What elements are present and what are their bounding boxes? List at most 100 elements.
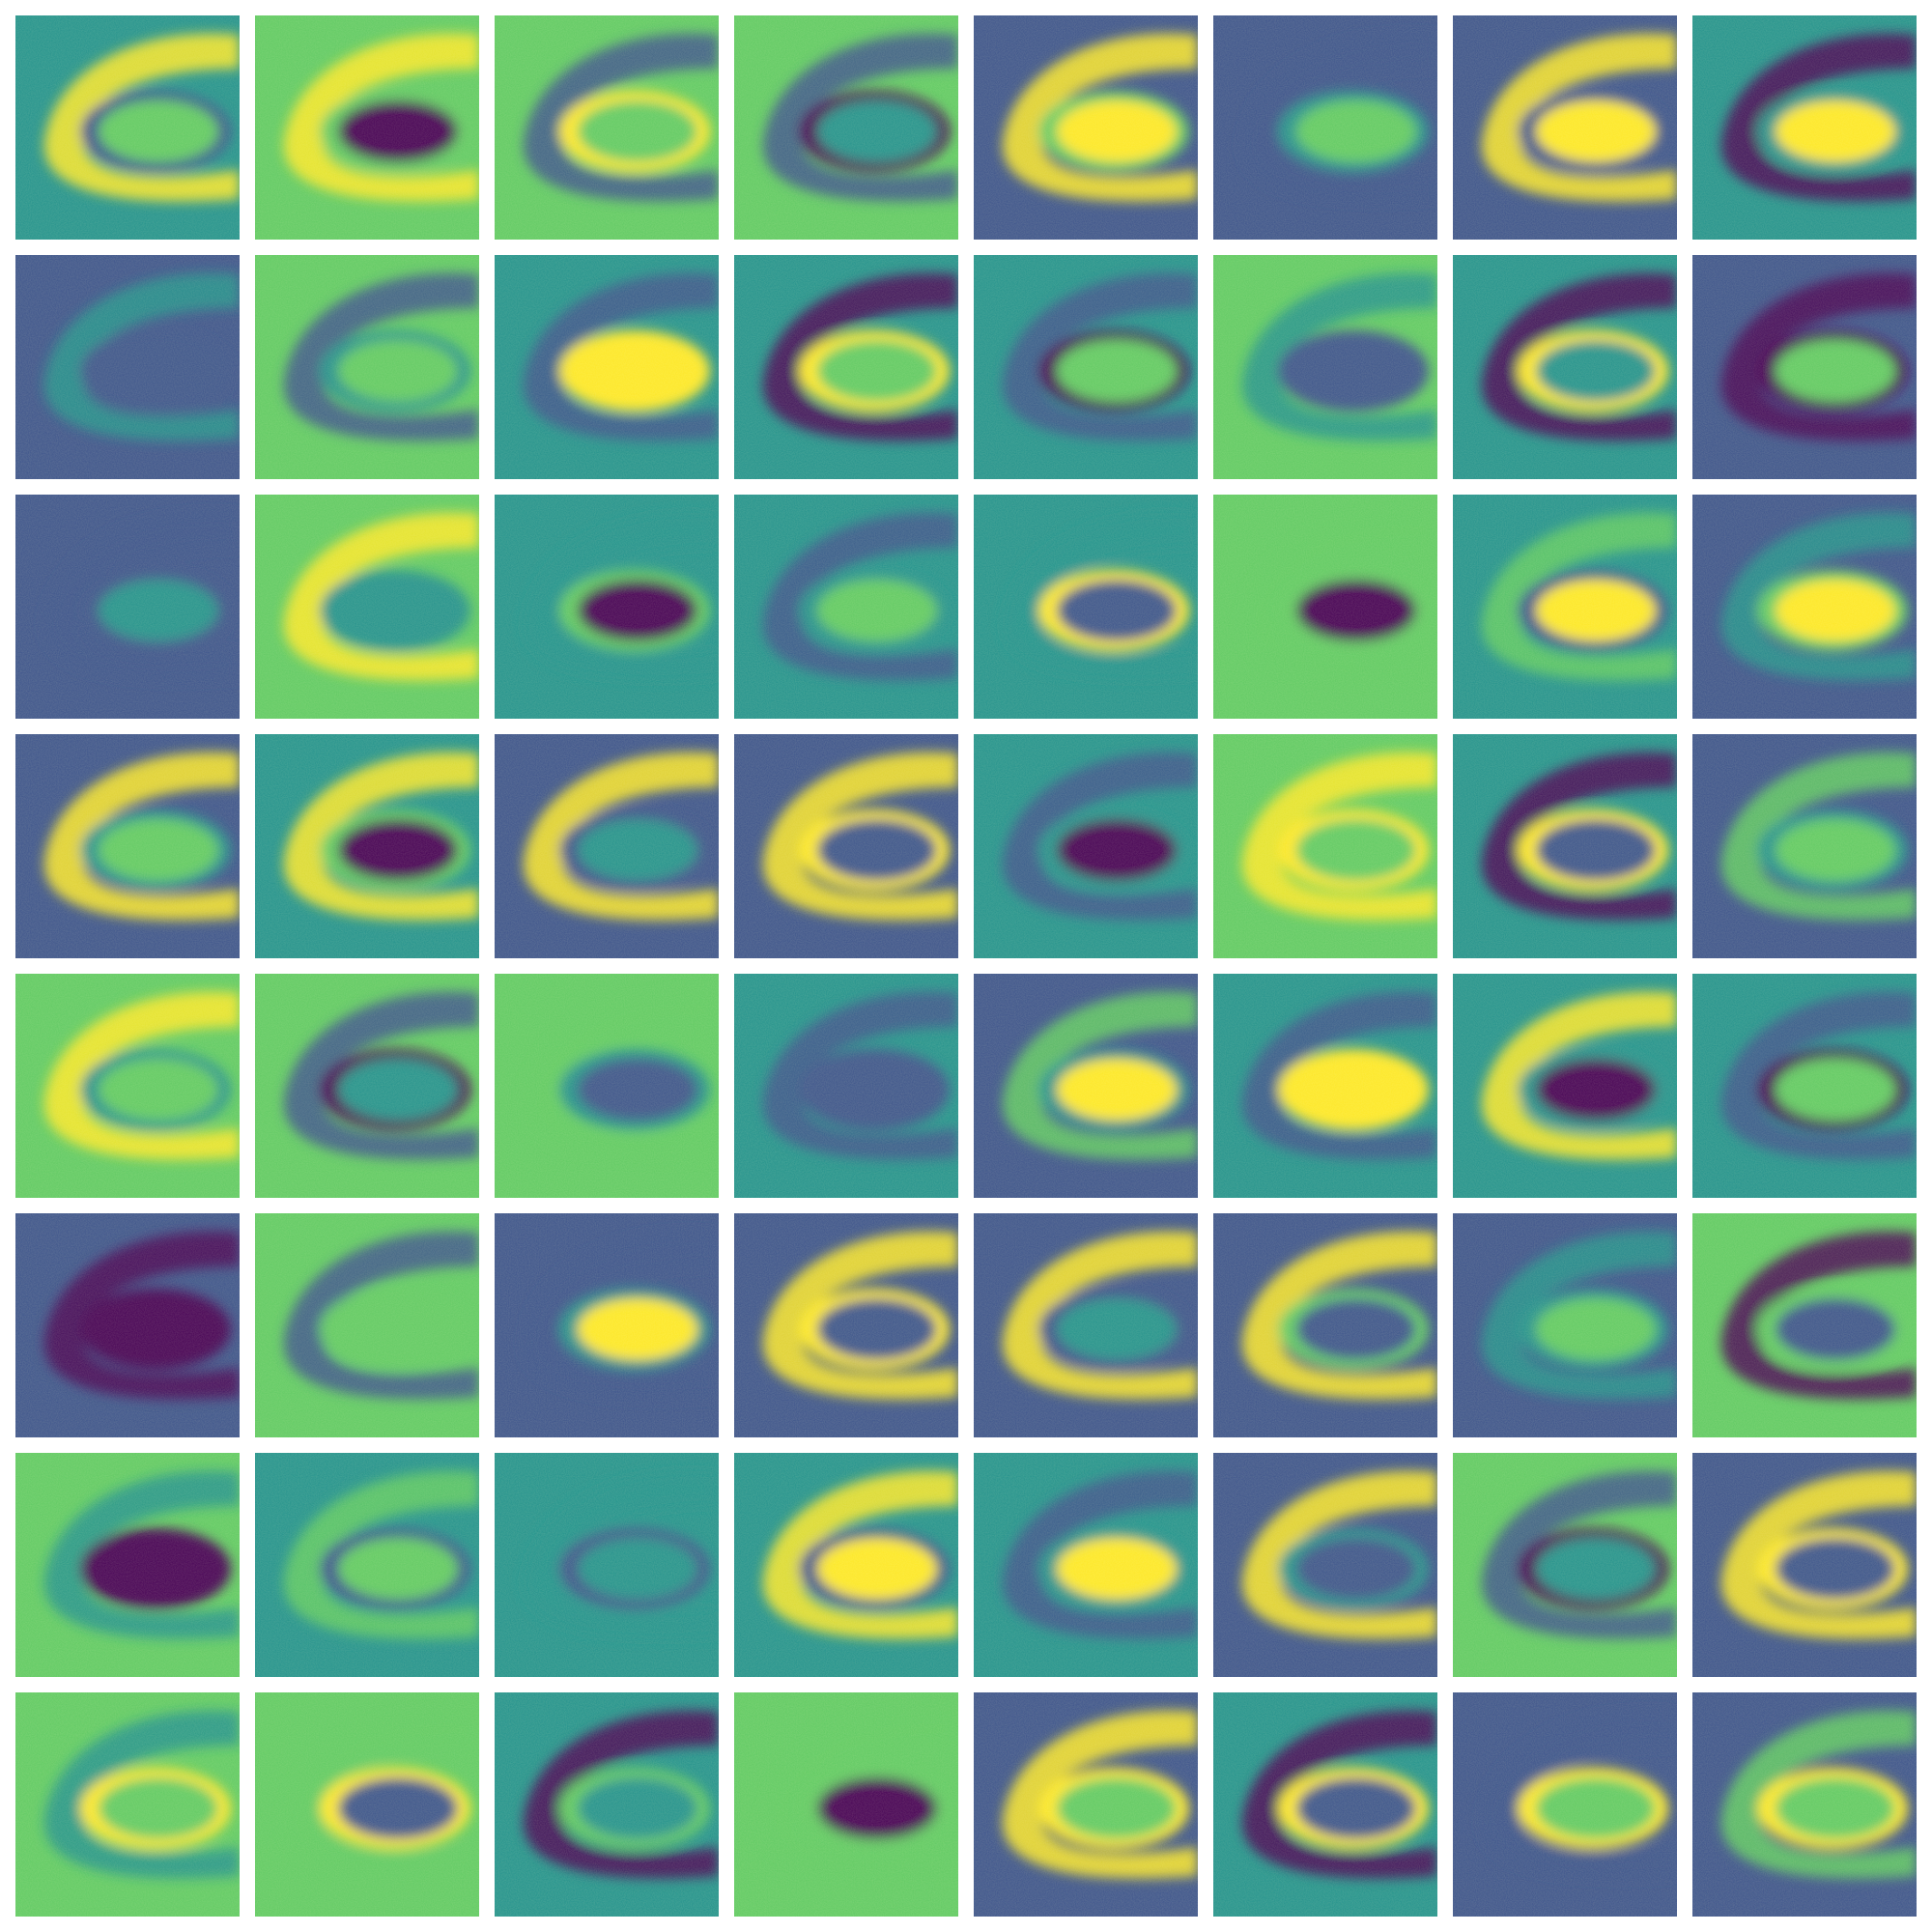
feature-map-tile bbox=[974, 1453, 1198, 1677]
feature-map-image bbox=[255, 1692, 479, 1917]
feature-map-tile bbox=[1453, 1453, 1677, 1677]
feature-map-tile bbox=[734, 734, 958, 958]
feature-map-tile bbox=[1213, 1453, 1437, 1677]
feature-map-tile bbox=[1692, 1453, 1917, 1677]
feature-map-tile bbox=[1213, 1213, 1437, 1437]
feature-map-tile bbox=[15, 1692, 240, 1917]
feature-map-image bbox=[974, 255, 1198, 479]
feature-map-tile bbox=[15, 495, 240, 719]
feature-map-image bbox=[255, 734, 479, 958]
feature-map-image bbox=[15, 255, 240, 479]
feature-map-tile bbox=[255, 1213, 479, 1437]
feature-map-tile bbox=[1213, 1692, 1437, 1917]
feature-map-image bbox=[974, 1692, 1198, 1917]
feature-map-image bbox=[1213, 1692, 1437, 1917]
feature-map-image bbox=[1453, 1453, 1677, 1677]
feature-map-image bbox=[1692, 495, 1917, 719]
feature-map-image bbox=[1692, 1213, 1917, 1437]
feature-map-tile bbox=[734, 495, 958, 719]
feature-map-tile bbox=[255, 1453, 479, 1677]
feature-map-image bbox=[1213, 495, 1437, 719]
feature-map-tile bbox=[15, 255, 240, 479]
feature-map-tile bbox=[1453, 1692, 1677, 1917]
feature-map-image bbox=[495, 1453, 719, 1677]
feature-map-image bbox=[15, 734, 240, 958]
feature-map-tile bbox=[1213, 15, 1437, 240]
feature-map-image bbox=[734, 495, 958, 719]
feature-map-tile bbox=[255, 1692, 479, 1917]
feature-map-image bbox=[974, 734, 1198, 958]
feature-map-image bbox=[495, 1213, 719, 1437]
feature-map-image bbox=[1213, 734, 1437, 958]
feature-map-tile bbox=[974, 974, 1198, 1198]
feature-map-tile bbox=[495, 974, 719, 1198]
feature-map-tile bbox=[1213, 734, 1437, 958]
feature-map-image bbox=[255, 15, 479, 240]
feature-map-tile bbox=[1692, 734, 1917, 958]
feature-map-tile bbox=[734, 974, 958, 1198]
feature-map-image bbox=[15, 15, 240, 240]
feature-map-tile bbox=[1692, 1692, 1917, 1917]
feature-map-tile bbox=[1692, 255, 1917, 479]
feature-map-tile bbox=[1453, 974, 1677, 1198]
feature-map-tile bbox=[15, 1213, 240, 1437]
feature-map-tile bbox=[495, 734, 719, 958]
feature-map-image bbox=[495, 15, 719, 240]
feature-map-tile bbox=[734, 1692, 958, 1917]
feature-map-tile bbox=[15, 15, 240, 240]
feature-map-image bbox=[1453, 1692, 1677, 1917]
feature-map-tile bbox=[1692, 974, 1917, 1198]
feature-map-tile bbox=[974, 1692, 1198, 1917]
feature-map-image bbox=[255, 1453, 479, 1677]
feature-map-tile bbox=[1453, 15, 1677, 240]
feature-map-tile bbox=[1453, 495, 1677, 719]
feature-map-tile bbox=[1453, 255, 1677, 479]
feature-map-tile bbox=[255, 495, 479, 719]
feature-map-tile bbox=[974, 495, 1198, 719]
feature-map-image bbox=[1453, 974, 1677, 1198]
feature-map-tile bbox=[974, 15, 1198, 240]
feature-map-image bbox=[1692, 15, 1917, 240]
feature-map-image bbox=[15, 1453, 240, 1677]
feature-map-image bbox=[734, 255, 958, 479]
feature-map-image bbox=[1453, 15, 1677, 240]
feature-map-tile bbox=[1692, 15, 1917, 240]
feature-map-image bbox=[974, 15, 1198, 240]
feature-map-tile bbox=[1213, 495, 1437, 719]
feature-map-image bbox=[734, 734, 958, 958]
feature-map-image bbox=[1213, 255, 1437, 479]
feature-map-tile bbox=[1692, 1213, 1917, 1437]
feature-map-image bbox=[495, 495, 719, 719]
feature-map-image bbox=[255, 974, 479, 1198]
feature-map-image bbox=[1692, 974, 1917, 1198]
feature-map-image bbox=[1213, 15, 1437, 240]
feature-map-tile bbox=[1453, 1213, 1677, 1437]
feature-map-image bbox=[734, 1453, 958, 1677]
feature-map-image bbox=[1453, 495, 1677, 719]
feature-map-tile bbox=[15, 734, 240, 958]
feature-map-image bbox=[15, 1213, 240, 1437]
feature-map-tile bbox=[734, 1213, 958, 1437]
feature-map-image bbox=[255, 255, 479, 479]
feature-map-image bbox=[1692, 1453, 1917, 1677]
feature-map-tile bbox=[495, 1692, 719, 1917]
feature-map-image bbox=[255, 495, 479, 719]
feature-map-tile bbox=[734, 255, 958, 479]
feature-map-image bbox=[1692, 734, 1917, 958]
feature-map-tile bbox=[734, 15, 958, 240]
feature-map-image bbox=[1692, 255, 1917, 479]
feature-map-tile bbox=[15, 974, 240, 1198]
feature-map-image bbox=[974, 1453, 1198, 1677]
feature-map-image bbox=[734, 974, 958, 1198]
feature-map-image bbox=[1453, 1213, 1677, 1437]
feature-map-image bbox=[1692, 1692, 1917, 1917]
feature-map-image bbox=[734, 1213, 958, 1437]
feature-map-tile bbox=[495, 495, 719, 719]
feature-map-image bbox=[495, 974, 719, 1198]
feature-map-tile bbox=[1213, 255, 1437, 479]
feature-map-tile bbox=[974, 255, 1198, 479]
feature-map-image bbox=[1213, 1213, 1437, 1437]
feature-map-image bbox=[974, 974, 1198, 1198]
feature-map-image bbox=[15, 974, 240, 1198]
feature-map-tile bbox=[1692, 495, 1917, 719]
